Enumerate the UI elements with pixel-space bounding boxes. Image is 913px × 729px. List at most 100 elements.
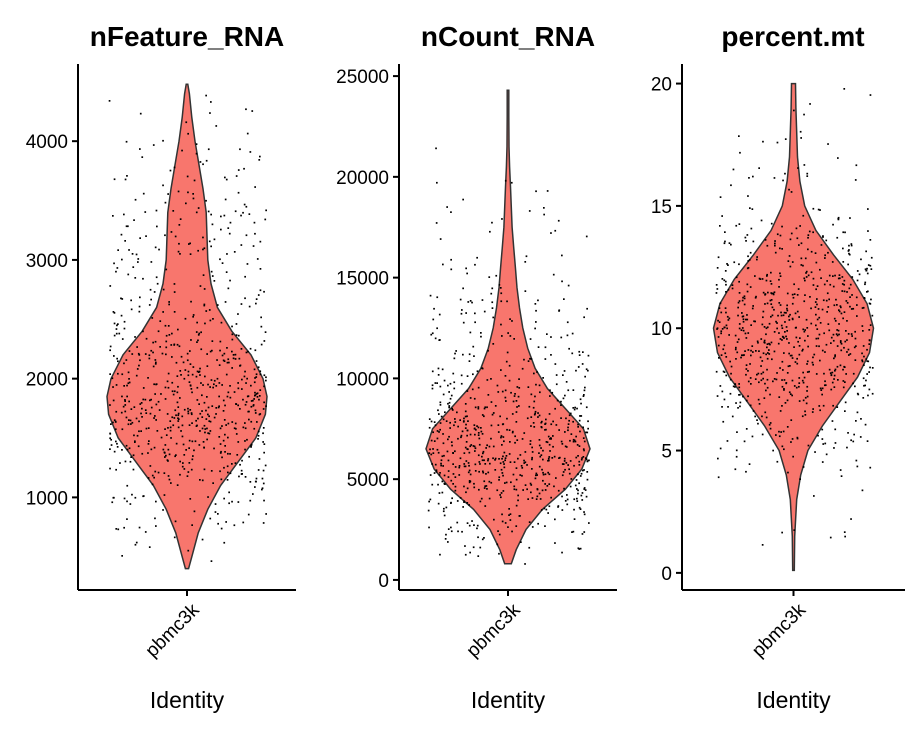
- data-point: [257, 438, 259, 440]
- data-point: [453, 357, 456, 360]
- data-point: [464, 403, 467, 405]
- data-point: [442, 433, 444, 435]
- data-point: [484, 406, 487, 409]
- data-point: [543, 507, 546, 510]
- data-point: [838, 274, 841, 276]
- data-point: [242, 426, 245, 429]
- data-point: [526, 464, 528, 466]
- data-point: [577, 426, 579, 428]
- data-point: [224, 445, 226, 447]
- data-point: [720, 311, 723, 314]
- data-point: [741, 354, 743, 357]
- data-point: [849, 305, 851, 308]
- data-point: [471, 301, 473, 304]
- data-point: [222, 439, 225, 442]
- data-point: [255, 360, 258, 362]
- data-point: [833, 374, 836, 377]
- data-point: [479, 546, 482, 549]
- data-point: [467, 471, 470, 474]
- data-point: [457, 530, 459, 533]
- data-point: [738, 263, 740, 266]
- data-point: [850, 244, 853, 247]
- data-point: [139, 148, 141, 150]
- data-point: [240, 303, 243, 305]
- data-point: [778, 332, 780, 334]
- data-point: [521, 474, 523, 477]
- data-point: [818, 345, 820, 348]
- data-point: [262, 482, 265, 485]
- data-point: [566, 503, 569, 506]
- data-point: [141, 416, 143, 418]
- data-point: [828, 274, 831, 277]
- data-point: [144, 211, 147, 213]
- data-point: [536, 371, 538, 373]
- data-point: [246, 377, 248, 380]
- data-point: [573, 464, 575, 467]
- data-point: [452, 473, 455, 475]
- data-point: [778, 435, 781, 438]
- data-point: [207, 413, 209, 416]
- data-point: [126, 500, 128, 503]
- data-point: [565, 417, 567, 420]
- data-point: [764, 239, 767, 241]
- data-point: [497, 391, 500, 393]
- data-point: [841, 283, 844, 285]
- data-point: [576, 407, 578, 410]
- data-point: [219, 258, 221, 261]
- data-point: [201, 410, 203, 412]
- data-point: [725, 324, 728, 327]
- data-point: [464, 410, 467, 413]
- data-point: [734, 383, 736, 385]
- data-point: [785, 335, 787, 338]
- data-point: [142, 495, 144, 498]
- data-point: [751, 208, 754, 210]
- data-point: [460, 312, 463, 315]
- data-point: [578, 548, 581, 550]
- data-point: [546, 333, 548, 335]
- data-point: [570, 433, 573, 435]
- data-point: [798, 382, 801, 384]
- data-point: [848, 287, 851, 290]
- data-point: [540, 509, 543, 511]
- data-point: [864, 384, 866, 387]
- data-point: [463, 500, 465, 503]
- data-point: [199, 367, 201, 370]
- data-point: [738, 280, 740, 283]
- violin-shape: [425, 89, 591, 565]
- data-point: [801, 349, 804, 352]
- data-point: [716, 288, 719, 290]
- data-point: [520, 465, 523, 467]
- data-point: [432, 318, 435, 321]
- data-point: [468, 353, 471, 356]
- data-point: [849, 217, 851, 219]
- data-point: [765, 333, 767, 336]
- data-point: [528, 405, 531, 408]
- data-point: [164, 234, 166, 237]
- data-point: [564, 394, 566, 397]
- data-point: [501, 472, 504, 474]
- data-point: [586, 460, 589, 463]
- data-point: [438, 313, 441, 316]
- data-point: [199, 374, 201, 376]
- data-point: [750, 324, 752, 326]
- data-point: [749, 251, 752, 254]
- data-point: [198, 370, 201, 373]
- data-point: [534, 477, 537, 480]
- data-point: [534, 327, 536, 330]
- data-point: [451, 497, 453, 500]
- data-point: [244, 427, 247, 430]
- data-point: [263, 385, 265, 388]
- data-point: [240, 348, 243, 350]
- data-point: [867, 290, 869, 293]
- data-point: [192, 455, 194, 457]
- data-point: [791, 293, 794, 296]
- data-point: [110, 444, 113, 446]
- data-point: [524, 261, 527, 263]
- data-point: [585, 431, 587, 434]
- data-point: [138, 364, 140, 367]
- data-point: [435, 470, 438, 473]
- data-point: [205, 94, 207, 97]
- data-point: [196, 321, 198, 324]
- data-point: [792, 455, 794, 458]
- data-point: [217, 513, 219, 515]
